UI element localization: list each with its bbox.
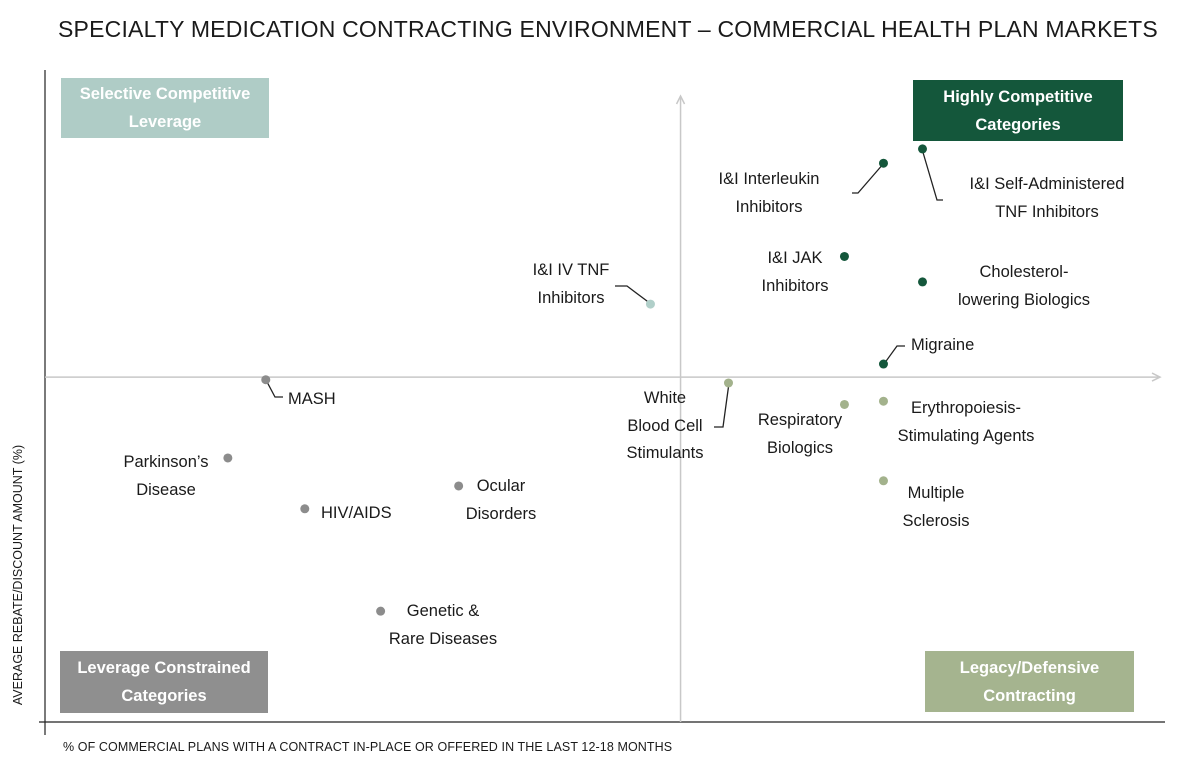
data-point	[878, 158, 888, 168]
point-label-hiv: HIV/AIDS	[321, 500, 392, 528]
label-line: Inhibitors	[761, 276, 829, 295]
data-point	[918, 277, 928, 287]
point-label-ms: Multiple Sclerosis	[903, 480, 970, 535]
label-line: MASH	[288, 390, 336, 408]
data-point	[878, 359, 888, 369]
label-line: Rare Diseases	[388, 629, 498, 648]
data-point	[918, 144, 928, 154]
quadrant-label-line: Highly Competitive	[943, 87, 1093, 106]
quadrant-label-line: Leverage	[128, 113, 202, 131]
leader-line-wbc	[714, 382, 730, 428]
quadrant-label-line: Leverage Constrained	[77, 659, 251, 677]
label-line: Multiple	[907, 484, 965, 502]
leader-line-iv-tnf	[615, 285, 652, 305]
point-label-respiratory: Respiratory Biologics	[758, 407, 842, 462]
data-point	[839, 399, 849, 409]
label-line: Genetic &	[406, 602, 480, 620]
label-line: I&I Self-Administered	[969, 175, 1125, 193]
chart-title: SPECIALTY MEDICATION CONTRACTING ENVIRON…	[58, 16, 1158, 42]
label-line: HIV/AIDS	[321, 504, 392, 522]
quadrant-label-line: Selective Competitive	[79, 85, 251, 103]
leader-line-migraine	[883, 345, 905, 365]
point-label-parkinsons: Parkinson’s Disease	[124, 449, 209, 504]
point-label-esa: Erythropoiesis- Stimulating Agents	[898, 395, 1035, 450]
point-label-sa-tnf: I&I Self-Administered TNF Inhibitors	[970, 171, 1125, 226]
label-line: TNF Inhibitors	[995, 202, 1099, 221]
label-line: Erythropoiesis-	[910, 399, 1022, 417]
quadrant-label-line: Categories	[975, 115, 1061, 134]
quadrant-label-legacy-defensive: Legacy/Defensive Contracting	[925, 651, 1134, 712]
quadrant-label-line: Legacy/Defensive	[959, 658, 1100, 677]
label-line: Migraine	[911, 336, 975, 354]
data-point	[376, 606, 386, 616]
label-line: Stimulants	[626, 444, 704, 462]
y-axis-label: AVERAGE REBATE/DISCOUNT AMOUNT (%)	[11, 444, 25, 706]
label-line: I&I JAK	[767, 249, 823, 267]
quadrant-label-line: Categories	[121, 687, 207, 705]
quadrant-label-highly-competitive: Highly Competitive Categories	[913, 80, 1123, 141]
point-label-genetic: Genetic & Rare Diseases	[389, 598, 497, 653]
label-line: Ocular	[476, 477, 526, 495]
point-label-wbc: White Blood Cell Stimulants	[626, 385, 703, 468]
quadrant-label-leverage-constrained: Leverage Constrained Categories	[60, 651, 268, 713]
label-line: Respiratory	[757, 411, 843, 429]
label-line: Parkinson’s	[123, 453, 209, 471]
label-line: Blood Cell	[627, 416, 703, 435]
point-label-interleukin: I&I Interleukin Inhibitors	[719, 166, 820, 221]
quadrant-label-selective-competitive-leverage: Selective Competitive Leverage	[61, 78, 269, 138]
label-line: I&I Interleukin	[718, 170, 820, 188]
point-label-cholesterol: Cholesterol-lowering Biologics	[958, 259, 1090, 314]
leader-line-interleukin	[852, 162, 885, 194]
quadrant-label-line: Contracting	[983, 686, 1076, 705]
leader-line-sa-tnf	[921, 148, 943, 201]
data-point	[223, 453, 233, 463]
label-line: Sclerosis	[902, 511, 970, 530]
point-label-jak: I&I JAK Inhibitors	[762, 245, 829, 300]
label-line: Stimulating Agents	[897, 426, 1035, 445]
data-point	[454, 481, 464, 491]
label-line: Biologics	[766, 438, 834, 457]
point-label-migraine: Migraine	[911, 332, 974, 360]
data-point	[300, 504, 310, 514]
label-line: Disease	[136, 480, 196, 499]
label-line: I&I IV TNF	[532, 261, 610, 279]
point-label-mash: MASH	[288, 386, 336, 414]
data-point	[839, 251, 849, 261]
label-line: Cholesterol-	[979, 263, 1069, 281]
data-point	[723, 378, 733, 388]
leader-line-mash	[265, 379, 283, 398]
data-point	[878, 396, 888, 406]
label-line: Inhibitors	[735, 197, 803, 216]
label-line: lowering Biologics	[957, 290, 1091, 309]
label-line: Inhibitors	[537, 288, 605, 307]
label-line: Disorders	[465, 504, 537, 523]
label-line: White	[643, 389, 687, 407]
data-point	[878, 476, 888, 486]
x-axis-label: % OF COMMERCIAL PLANS WITH A CONTRACT IN…	[63, 740, 673, 754]
point-label-ocular: Ocular Disorders	[466, 473, 537, 528]
point-label-iv-tnf: I&I IV TNF Inhibitors	[533, 257, 610, 312]
horizontal-divider-arrow	[1151, 372, 1162, 382]
data-point	[645, 299, 655, 309]
vertical-divider-arrow	[675, 94, 686, 105]
data-point	[261, 375, 271, 385]
